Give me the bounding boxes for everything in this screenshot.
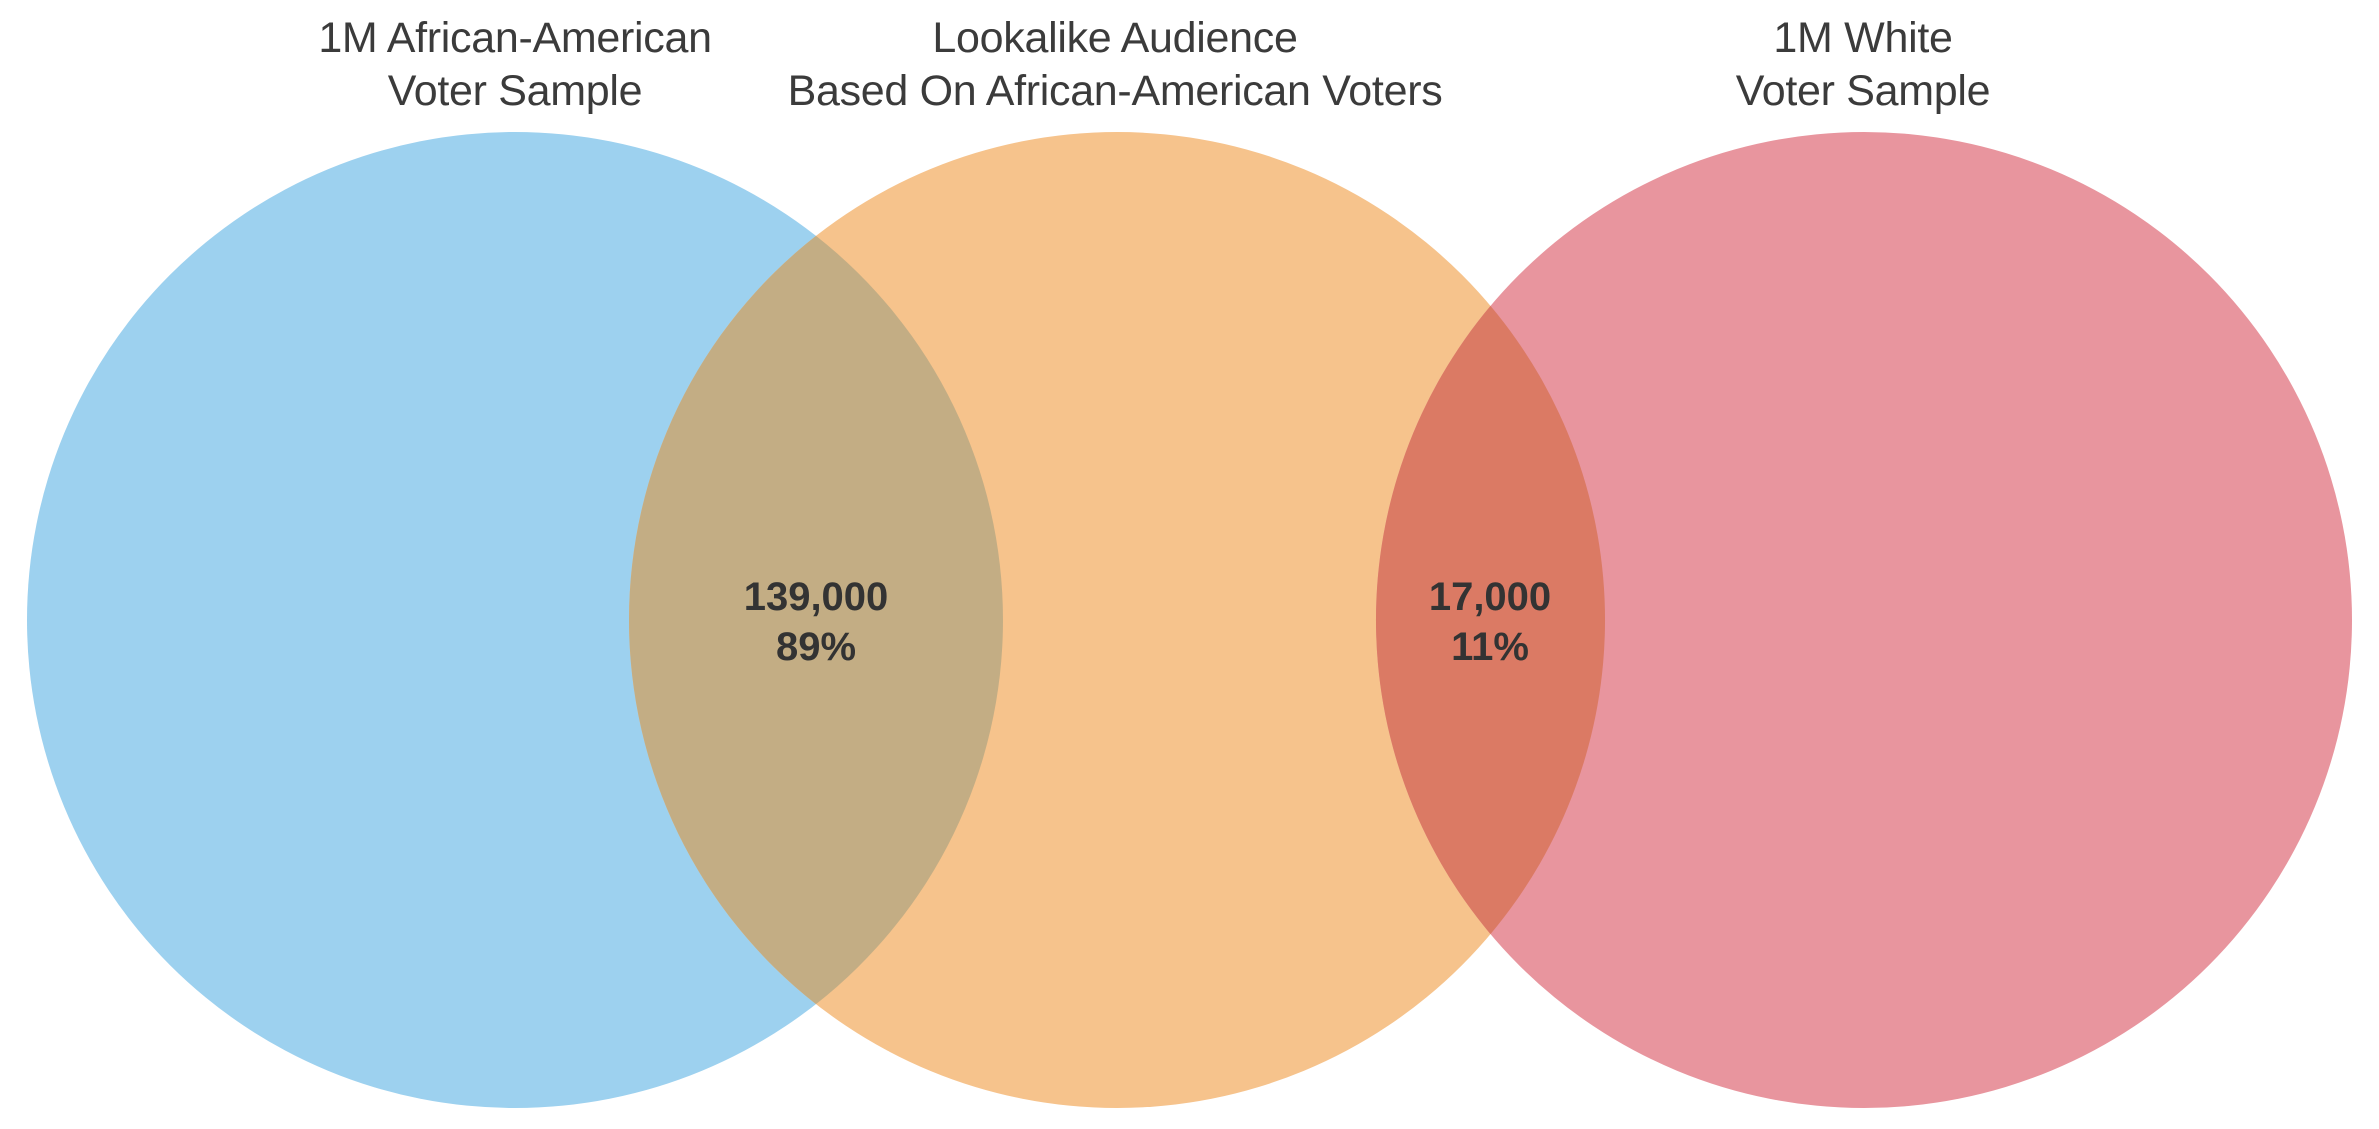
set-title-line: Voter Sample: [1735, 67, 1991, 115]
overlap-region-blue-orange: [629, 235, 1003, 1005]
set-title-african-american-sample: 1M African-American Voter Sample: [318, 12, 712, 118]
set-title-white-sample: 1M White Voter Sample: [1736, 12, 1991, 118]
overlap-count: 17,000: [1428, 575, 1552, 619]
overlap-region-orange-pink: [1375, 305, 1606, 935]
overlap-percent: 11%: [1451, 625, 1529, 669]
overlap-percent: 89%: [775, 625, 857, 669]
overlap-label-blue-orange: 139,000 89%: [744, 572, 889, 672]
set-title-lookalike-audience: Lookalike Audience Based On African-Amer…: [788, 12, 1443, 118]
set-title-line: Based On African-American Voters: [787, 67, 1443, 115]
set-title-line: 1M White: [1773, 14, 1953, 62]
overlap-count: 139,000: [743, 575, 889, 619]
circle-white-sample: [1376, 132, 2352, 1108]
set-title-line: 1M African-American: [318, 14, 712, 62]
set-title-line: Lookalike Audience: [932, 14, 1298, 62]
set-title-line: Voter Sample: [387, 67, 643, 115]
overlap-label-orange-pink: 17,000 11%: [1429, 572, 1551, 672]
